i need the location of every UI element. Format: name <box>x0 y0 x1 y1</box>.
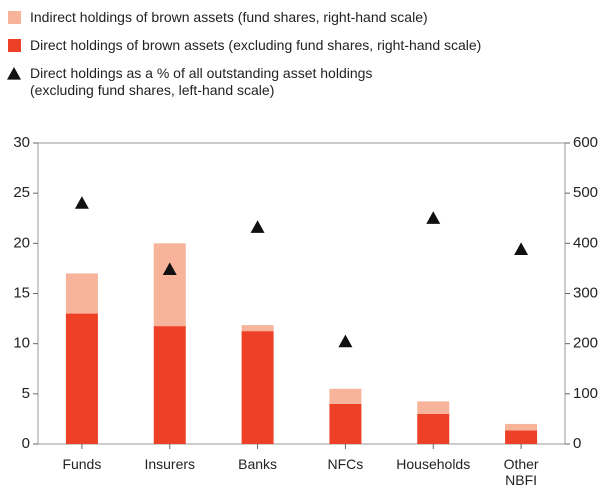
legend-label: Direct holdings as a % of all outstandin… <box>30 65 373 98</box>
bar <box>65 313 98 444</box>
x-tick-label: Insurers <box>144 456 196 472</box>
legend-label: Indirect holdings of brown assets (fund … <box>30 9 428 25</box>
bar <box>505 430 538 444</box>
marker <box>338 334 353 348</box>
legend-marker <box>7 67 21 80</box>
y2-tick-label: 600 <box>573 134 598 151</box>
y-tick-label: 10 <box>13 335 30 352</box>
marker <box>426 211 441 224</box>
y2-tick-label: 300 <box>573 284 598 301</box>
y-tick-label: 15 <box>13 284 30 301</box>
y-tick-label: 0 <box>22 435 30 452</box>
legend-swatch <box>8 39 21 52</box>
x-tick-label: Households <box>396 456 471 472</box>
y2-tick-label: 100 <box>573 385 598 402</box>
y2-tick-label: 500 <box>573 184 598 201</box>
bar <box>153 243 186 327</box>
x-tick-label: Banks <box>238 456 278 472</box>
bar <box>153 326 186 444</box>
bar <box>417 401 450 414</box>
plot-frame <box>37 142 566 445</box>
y2-tick-label: 400 <box>573 234 598 251</box>
y2-tick-label: 0 <box>573 435 581 452</box>
legend-label: Direct holdings of brown assets (excludi… <box>30 37 482 53</box>
x-tick-label: NFCs <box>327 456 364 472</box>
legend-swatch <box>8 11 21 24</box>
x-tick-label: Funds <box>62 456 102 472</box>
y-tick-label: 25 <box>13 184 30 201</box>
marker <box>162 262 177 276</box>
y2-tick-label: 200 <box>573 335 598 352</box>
marker <box>250 220 265 233</box>
bar <box>329 388 362 404</box>
bar <box>505 423 538 431</box>
y-tick-label: 5 <box>22 385 30 402</box>
bar <box>329 403 362 444</box>
bar <box>241 331 274 444</box>
bar <box>241 325 274 332</box>
marker <box>74 196 89 209</box>
bar <box>417 413 450 444</box>
y-tick-label: 20 <box>13 234 30 251</box>
marker <box>514 242 529 255</box>
y-tick-label: 30 <box>13 134 30 151</box>
bar <box>65 273 98 314</box>
x-tick-label: Other NBFI <box>503 456 539 488</box>
